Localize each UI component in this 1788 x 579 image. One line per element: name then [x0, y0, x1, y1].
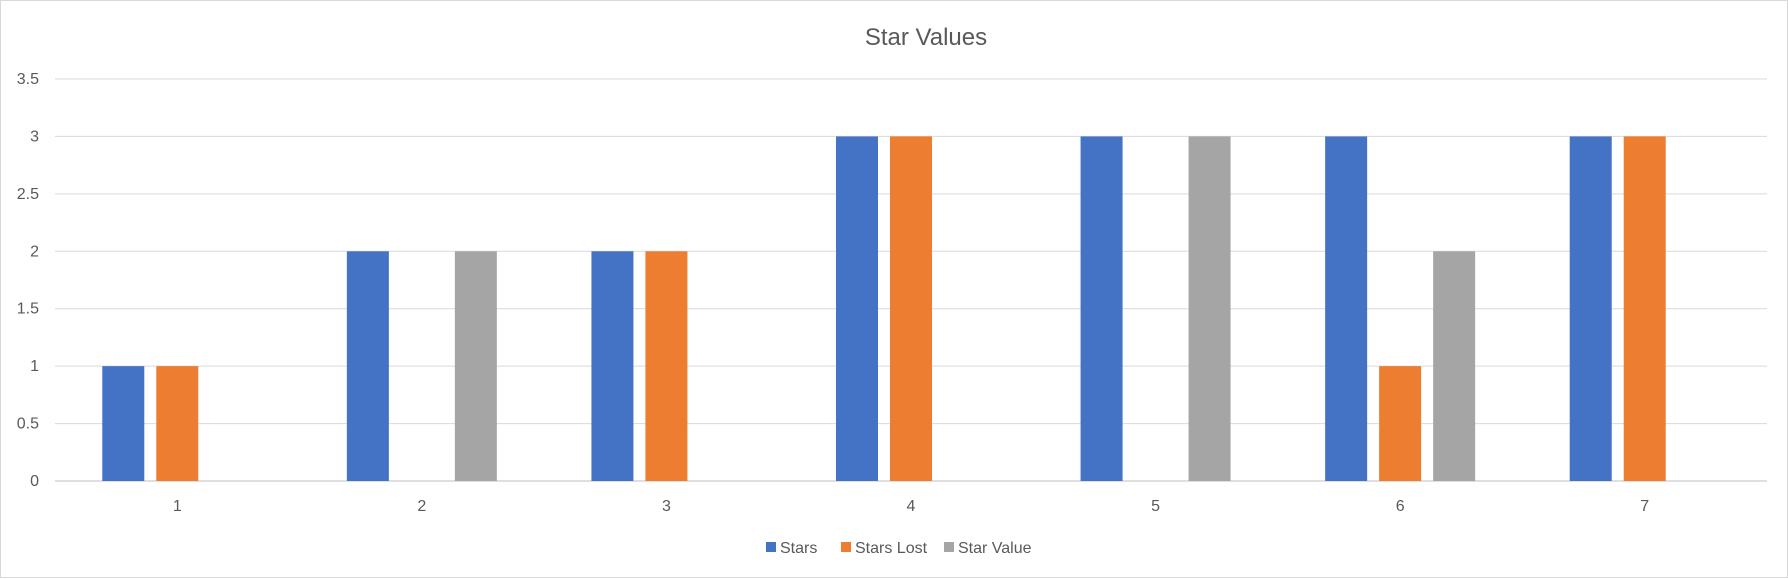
- bar-stars-1: [102, 366, 145, 481]
- legend-label: Stars Lost: [855, 540, 928, 557]
- x-tick-label: 1: [173, 498, 182, 515]
- x-tick-label: 2: [417, 498, 426, 515]
- y-tick-label: 0: [30, 473, 39, 490]
- bar-stars-6: [1325, 136, 1368, 481]
- legend-item-stars: Stars: [766, 540, 817, 557]
- y-tick-label: 0.5: [17, 416, 39, 433]
- bar-stars-lost-7: [1623, 136, 1666, 481]
- x-tick-label: 7: [1640, 498, 1649, 515]
- legend-swatch: [766, 542, 776, 552]
- legend: Stars Stars Lost Star Value: [766, 540, 1032, 557]
- bar-stars-lost-3: [645, 251, 688, 481]
- legend-swatch: [841, 542, 851, 552]
- bar-stars-5: [1080, 136, 1123, 481]
- bar-star-value-5: [1188, 136, 1231, 481]
- y-axis-tick-labels: 0 0.5 1 1.5 2 2.5 3 3.5: [17, 71, 39, 490]
- bar-stars-4: [836, 136, 878, 481]
- legend-label: Star Value: [958, 540, 1032, 557]
- x-tick-label: 5: [1151, 498, 1160, 515]
- x-tick-label: 4: [907, 498, 916, 515]
- bar-stars-7: [1569, 136, 1612, 481]
- y-tick-label: 2.5: [17, 186, 39, 203]
- legend-label: Stars: [780, 540, 817, 557]
- y-tick-label: 2: [30, 243, 39, 260]
- y-tick-label: 1.5: [17, 301, 39, 318]
- y-tick-label: 3: [30, 128, 39, 145]
- y-tick-label: 1: [30, 358, 39, 375]
- legend-swatch: [944, 542, 954, 552]
- x-axis-tick-labels: 1 2 3 4 5 6 7: [173, 498, 1649, 515]
- bar-stars-lost-6: [1379, 366, 1422, 481]
- bars: [102, 136, 1666, 481]
- chart-title: Star Values: [865, 24, 987, 51]
- bar-star-value-6: [1433, 251, 1476, 481]
- x-tick-label: 6: [1396, 498, 1405, 515]
- legend-item-star-value: Star Value: [944, 540, 1032, 557]
- bar-stars-3: [591, 251, 634, 481]
- y-tick-label: 3.5: [17, 71, 39, 88]
- bar-stars-lost-1: [156, 366, 199, 481]
- x-tick-label: 3: [662, 498, 671, 515]
- bar-stars-2: [346, 251, 389, 481]
- legend-item-stars-lost: Stars Lost: [841, 540, 928, 557]
- bar-star-value-2: [454, 251, 497, 481]
- bar-stars-lost-4: [890, 136, 932, 481]
